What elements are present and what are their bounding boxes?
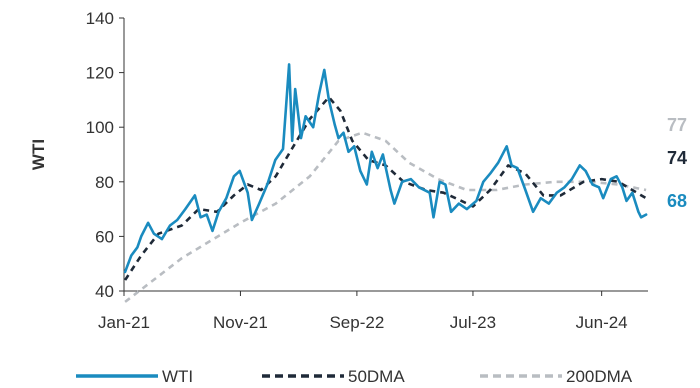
y-tick-label: 40 xyxy=(95,282,114,301)
x-tick-label: Jan-21 xyxy=(98,313,150,332)
legend: WTI 50DMA 200DMA xyxy=(76,367,633,386)
y-tick-label: 140 xyxy=(86,9,114,28)
x-tick-label: Jul-23 xyxy=(450,313,496,332)
y-axis-ticks: 40 60 80 100 120 140 xyxy=(86,9,124,301)
y-tick-label: 100 xyxy=(86,118,114,137)
end-label-50dma: 74 xyxy=(667,148,687,168)
x-tick-label: Sep-22 xyxy=(329,313,384,332)
legend-label-wti: WTI xyxy=(162,367,193,386)
legend-label-200dma: 200DMA xyxy=(566,367,633,386)
y-tick-label: 80 xyxy=(95,173,114,192)
series-line-50dma xyxy=(124,95,647,281)
series-line-wti xyxy=(123,63,648,274)
x-axis-ticks: Jan-21 Nov-21 Sep-22 Jul-23 Jun-24 xyxy=(98,291,628,332)
series-line-200dma xyxy=(124,131,647,303)
y-axis-label: WTI xyxy=(29,139,48,170)
series-layer xyxy=(123,63,648,303)
axes xyxy=(123,18,648,292)
legend-label-50dma: 50DMA xyxy=(348,367,405,386)
y-tick-label: 60 xyxy=(95,227,114,246)
end-labels: 68 74 77 xyxy=(667,115,687,211)
y-tick-label: 120 xyxy=(86,64,114,83)
x-tick-label: Jun-24 xyxy=(576,313,628,332)
x-tick-label: Nov-21 xyxy=(213,313,268,332)
end-label-wti: 68 xyxy=(667,191,687,211)
end-label-200dma: 77 xyxy=(667,115,687,135)
